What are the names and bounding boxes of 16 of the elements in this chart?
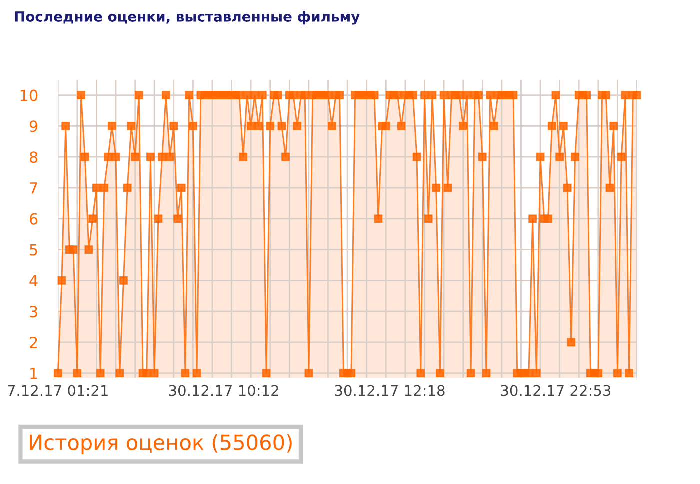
y-tick-label: 2 xyxy=(30,336,38,348)
y-tick-label: 8 xyxy=(30,152,38,164)
y-tick-label: 5 xyxy=(30,244,38,256)
y-tick-label: 9 xyxy=(30,120,38,132)
x-tick-label: 30.12.17 12:18 xyxy=(335,385,445,396)
y-tick-label: 6 xyxy=(30,213,38,225)
x-tick-label: 30.12.17 10:12 xyxy=(169,385,278,396)
y-tick-label: 1 xyxy=(30,368,38,380)
chart-title: Последние оценки, выставленные фильму xyxy=(15,11,360,25)
y-tick-label: 7 xyxy=(30,182,38,194)
y-tick-label: 3 xyxy=(30,306,38,318)
y-tick-label: 4 xyxy=(30,275,38,286)
y-tick-label: 10 xyxy=(20,90,38,102)
x-tick-label: 30.12.17 22:53 xyxy=(501,385,611,396)
text: История оценок (55060) xyxy=(30,434,292,454)
x-tick-label: 7.12.17 01:21 xyxy=(8,385,108,396)
